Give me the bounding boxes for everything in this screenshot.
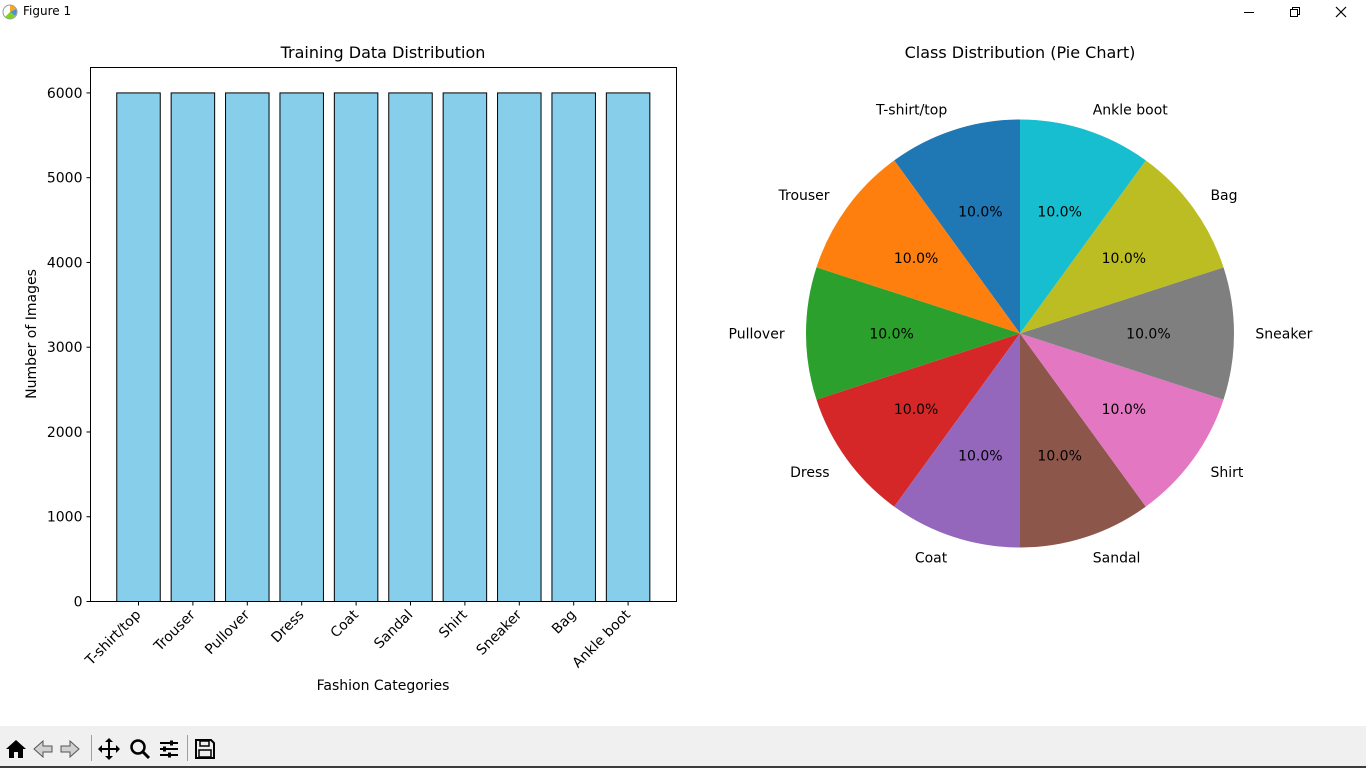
home-button[interactable] <box>3 736 29 762</box>
pie-chart-title: Class Distribution (Pie Chart) <box>905 43 1136 62</box>
pie-slice <box>816 160 1020 334</box>
bar <box>333 92 379 603</box>
pan-icon <box>98 738 120 760</box>
y-tick-label: 5000 <box>47 171 83 187</box>
pie-chart: Class Distribution (Pie Chart) T-shirt/t… <box>729 43 1313 566</box>
bar <box>551 92 596 603</box>
pie-percent-label: 10.0% <box>1126 327 1170 343</box>
zoom-button[interactable] <box>127 736 153 762</box>
pie-percent-label: 10.0% <box>958 449 1002 465</box>
pan-button[interactable] <box>96 736 122 762</box>
pie-slice <box>1020 333 1224 507</box>
window-titlebar: Figure 1 <box>0 0 1366 24</box>
pie-percent-label: 10.0% <box>894 402 938 418</box>
pie-slice <box>1020 160 1224 334</box>
bar <box>497 92 542 603</box>
x-tick-label: Ankle boot <box>570 607 635 672</box>
x-tick-label: Sandal <box>371 607 416 652</box>
pie-slice <box>1020 267 1235 400</box>
y-tick-label: 2000 <box>47 425 83 441</box>
bar <box>605 92 651 603</box>
pie-category-label: Ankle boot <box>1093 103 1169 119</box>
pie-category-label: Shirt <box>1210 465 1243 481</box>
x-tick-label: Pullover <box>202 607 253 658</box>
pie-category-label: Dress <box>790 465 829 481</box>
x-tick-label: Coat <box>328 607 363 642</box>
pie-percent-label: 10.0% <box>1102 402 1146 418</box>
pie-slice <box>1020 119 1146 334</box>
bar-chart-title: Training Data Distribution <box>280 43 486 62</box>
subplots-button[interactable] <box>156 736 182 762</box>
back-arrow-icon <box>33 739 53 759</box>
close-icon <box>1335 6 1347 18</box>
pie-percent-label: 10.0% <box>958 204 1002 220</box>
x-tick-label: Dress <box>268 607 307 646</box>
bar <box>388 92 433 603</box>
pie-percent-label: 10.0% <box>1037 204 1081 220</box>
figure-svg: Training Data Distribution 0 1000 2000 3000… <box>24 43 1313 694</box>
bar-series <box>116 92 651 603</box>
forward-button[interactable] <box>57 736 83 762</box>
save-button[interactable] <box>192 736 218 762</box>
pie-slice <box>816 333 1020 507</box>
y-tick-label: 0 <box>74 595 83 611</box>
pie-percent-label: 10.0% <box>869 327 913 343</box>
pie-category-label: Pullover <box>729 327 785 343</box>
home-icon <box>6 740 26 758</box>
x-tick-label: Sneaker <box>474 607 526 659</box>
restore-button[interactable] <box>1272 0 1318 24</box>
y-axis-label: Number of Images <box>24 269 40 399</box>
subplots-icon <box>160 740 178 758</box>
save-icon <box>195 739 215 759</box>
toolbar-separator <box>91 735 92 761</box>
toolbar-separator <box>187 735 188 761</box>
window-bottom-border <box>0 766 1366 768</box>
bar <box>170 92 216 603</box>
navigation-toolbar <box>0 726 1366 768</box>
bar-axes-frame <box>90 67 677 602</box>
forward-arrow-icon <box>60 739 80 759</box>
pie-slice <box>806 267 1020 400</box>
pie-category-label: Sandal <box>1093 550 1141 566</box>
x-axis-ticks: T-shirt/top Trouser Pullover Dress Coat Sanda… <box>82 601 635 672</box>
pie-category-label: Bag <box>1210 188 1237 204</box>
pie-slice <box>894 333 1020 548</box>
pie-category-label: Coat <box>915 550 948 566</box>
pie-percent-label: 10.0% <box>1102 251 1146 267</box>
x-tick-label: Shirt <box>436 607 471 642</box>
pie-slice <box>894 119 1020 334</box>
pie-category-label: Trouser <box>778 188 830 204</box>
back-button[interactable] <box>30 736 56 762</box>
bar <box>279 92 324 603</box>
pie-percent-label: 10.0% <box>894 251 938 267</box>
bar <box>442 92 488 603</box>
pie-slices <box>806 119 1235 548</box>
y-tick-label: 3000 <box>47 340 83 356</box>
y-tick-label: 1000 <box>47 510 83 526</box>
pie-slice <box>1020 333 1146 548</box>
x-tick-label: T-shirt/top <box>82 607 145 670</box>
bar <box>225 92 270 603</box>
bar-chart: Training Data Distribution 0 1000 2000 3000… <box>24 43 677 694</box>
pie-labels: T-shirt/top 10.0% Trouser 10.0% Pullover 10.0… <box>729 103 1313 567</box>
pie-percent-label: 10.0% <box>1037 449 1081 465</box>
minimize-icon <box>1244 12 1254 13</box>
y-axis-ticks: 0 1000 2000 3000 4000 5000 6000 <box>47 86 91 611</box>
y-tick-label: 6000 <box>47 86 83 102</box>
x-tick-label: Trouser <box>151 607 199 655</box>
zoom-icon <box>130 739 151 760</box>
matplotlib-app-icon <box>2 4 18 20</box>
x-axis-label: Fashion Categories <box>317 678 450 694</box>
x-tick-label: Bag <box>549 607 579 637</box>
restore-icon <box>1290 7 1300 17</box>
pie-category-label: Sneaker <box>1255 327 1312 343</box>
figure-canvas[interactable]: Training Data Distribution 0 1000 2000 3000… <box>0 24 1366 726</box>
bar <box>116 92 161 603</box>
close-button[interactable] <box>1318 0 1364 24</box>
y-tick-label: 4000 <box>47 255 83 271</box>
minimize-button[interactable] <box>1226 0 1272 24</box>
pie-category-label: T-shirt/top <box>875 103 947 119</box>
window-title: Figure 1 <box>23 4 72 18</box>
